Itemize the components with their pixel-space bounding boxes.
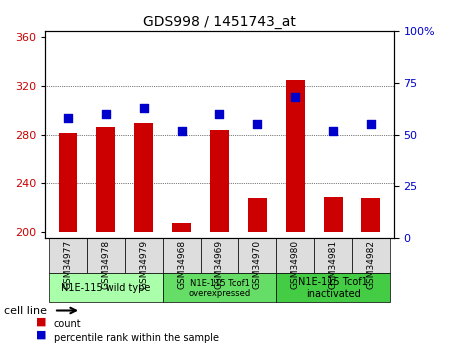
Text: ■: ■ (36, 330, 46, 340)
Point (216, 111, 223, 117)
Text: GSM34977: GSM34977 (63, 240, 72, 289)
Text: N1E-115 Tcof1
overexpressed: N1E-115 Tcof1 overexpressed (189, 278, 251, 298)
Text: GSM34979: GSM34979 (139, 240, 148, 289)
Bar (286, 80, 305, 232)
Bar (324, 197, 342, 232)
Bar (248, 198, 267, 232)
Text: GSM34969: GSM34969 (215, 240, 224, 289)
FancyBboxPatch shape (162, 238, 201, 273)
Point (178, 128, 185, 133)
Bar (210, 130, 229, 232)
FancyBboxPatch shape (162, 273, 276, 303)
Text: GSM34968: GSM34968 (177, 240, 186, 289)
Bar (134, 122, 153, 232)
Text: count: count (54, 319, 81, 329)
FancyBboxPatch shape (238, 238, 276, 273)
Point (140, 105, 147, 110)
Text: GSM34982: GSM34982 (366, 240, 375, 289)
Point (329, 128, 337, 133)
FancyBboxPatch shape (49, 273, 162, 303)
FancyBboxPatch shape (276, 273, 390, 303)
FancyBboxPatch shape (201, 238, 239, 273)
FancyBboxPatch shape (87, 238, 125, 273)
Bar (361, 198, 380, 232)
Bar (96, 127, 115, 232)
Text: GSM34978: GSM34978 (101, 240, 110, 289)
FancyBboxPatch shape (125, 238, 162, 273)
FancyBboxPatch shape (352, 238, 390, 273)
Text: ■: ■ (36, 316, 46, 326)
Title: GDS998 / 1451743_at: GDS998 / 1451743_at (143, 15, 296, 29)
Text: GSM34980: GSM34980 (291, 240, 300, 289)
FancyBboxPatch shape (276, 238, 314, 273)
Text: cell line: cell line (4, 306, 48, 315)
Bar (172, 223, 191, 232)
FancyBboxPatch shape (49, 238, 87, 273)
Point (254, 121, 261, 127)
Text: percentile rank within the sample: percentile rank within the sample (54, 333, 219, 343)
Text: N1E-115 wild type: N1E-115 wild type (61, 283, 151, 293)
Text: GSM34981: GSM34981 (328, 240, 338, 289)
Point (64, 115, 72, 121)
Point (292, 95, 299, 100)
Text: N1E-115 Tcof1
inactivated: N1E-115 Tcof1 inactivated (298, 277, 368, 299)
Text: GSM34970: GSM34970 (253, 240, 262, 289)
FancyBboxPatch shape (314, 238, 352, 273)
Point (102, 111, 109, 117)
Bar (58, 134, 77, 232)
Point (367, 121, 374, 127)
